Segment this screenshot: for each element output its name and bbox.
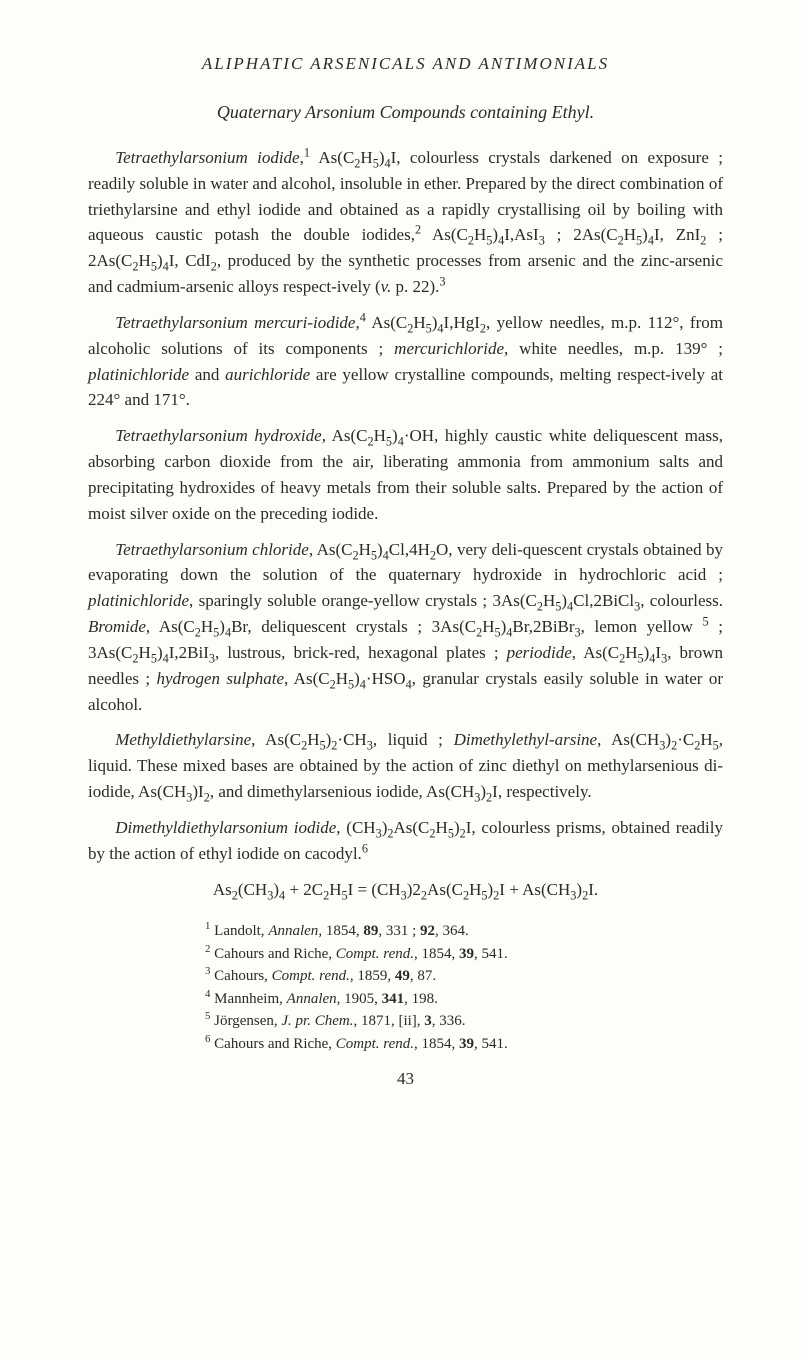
para-6: Dimethyldiethylarsonium iodide, (CH3)2As… (88, 815, 723, 867)
para-5: Methyldiethylarsine, As(C2H5)2·CH3, liqu… (88, 727, 723, 804)
ref-4: 4 Mannheim, Annalen, 1905, 341, 198. (88, 988, 723, 1011)
ref-1: 1 Landolt, Annalen, 1854, 89, 331 ; 92, … (88, 920, 723, 943)
para-2: Tetraethylarsonium mercuri-iodide,4 As(C… (88, 310, 723, 413)
para-1: Tetraethylarsonium iodide,1 As(C2H5)4I, … (88, 145, 723, 300)
running-head: ALIPHATIC ARSENICALS AND ANTIMONIALS (88, 54, 723, 74)
para-3: Tetraethylarsonium hydroxide, As(C2H5)4·… (88, 423, 723, 526)
page-number: 43 (88, 1069, 723, 1089)
ref-6: 6 Cahours and Riche, Compt. rend., 1854,… (88, 1033, 723, 1056)
section-head: Quaternary Arsonium Compounds containing… (88, 102, 723, 123)
ref-5: 5 Jörgensen, J. pr. Chem., 1871, [ii], 3… (88, 1010, 723, 1033)
equation: As2(CH3)4 + 2C2H5I = (CH3)22As(C2H5)2I +… (88, 877, 723, 903)
ref-3: 3 Cahours, Compt. rend., 1859, 49, 87. (88, 965, 723, 988)
references: 1 Landolt, Annalen, 1854, 89, 331 ; 92, … (88, 920, 723, 1055)
ref-2: 2 Cahours and Riche, Compt. rend., 1854,… (88, 943, 723, 966)
page: ALIPHATIC ARSENICALS AND ANTIMONIALS Qua… (0, 0, 801, 1360)
para-4: Tetraethylarsonium chloride, As(C2H5)4Cl… (88, 537, 723, 718)
